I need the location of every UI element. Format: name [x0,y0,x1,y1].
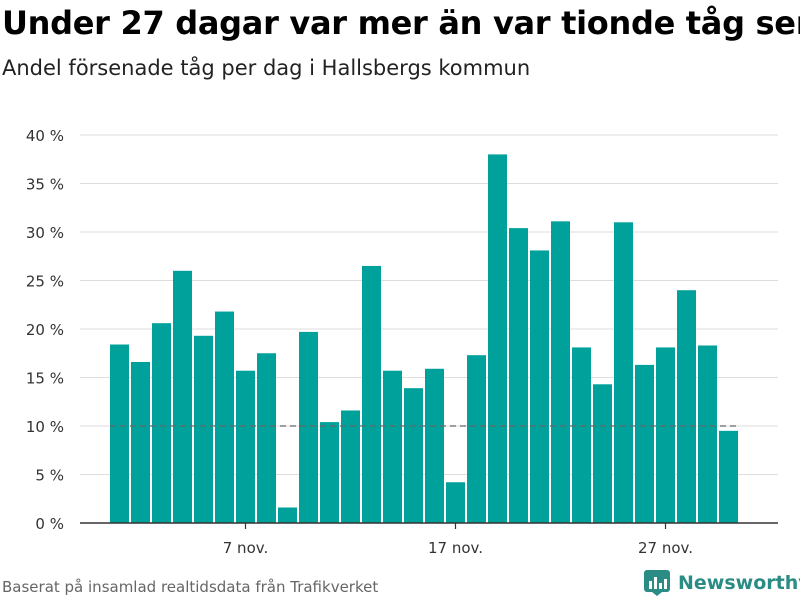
y-tick-label: 30 % [26,224,64,242]
y-tick-label: 15 % [26,370,64,388]
y-tick-label: 40 % [26,127,64,145]
source-note: Baserat på insamlad realtidsdata från Tr… [2,578,379,596]
y-tick-label: 25 % [26,273,64,291]
y-tick-label: 20 % [26,321,64,339]
bar [551,221,570,523]
bar [635,364,654,523]
y-tick-label: 5 % [35,467,64,485]
bar [656,347,675,523]
bar [467,355,486,523]
bar [404,388,423,523]
bar [320,422,339,523]
bar [362,265,381,523]
x-tick-label: 27 nov. [638,539,693,557]
bar [152,323,171,523]
bar [719,430,738,523]
bar [278,507,297,523]
bar-chart-logo-icon [644,570,670,596]
bar [425,368,444,523]
bar [194,335,213,523]
bar [341,410,360,523]
bar [383,370,402,523]
x-tick-label: 7 nov. [223,539,268,557]
chart-title: Under 27 dagar var mer än var tionde tåg… [2,4,800,42]
bar [488,154,507,523]
y-tick-label: 35 % [26,176,64,194]
bar [698,345,717,523]
newsworthy-logo[interactable]: Newsworthy [644,570,800,596]
bar [509,228,528,523]
bar [131,361,150,523]
bar [299,331,318,523]
bar [446,482,465,523]
x-tick-label: 17 nov. [428,539,483,557]
bar [572,347,591,523]
y-tick-label: 10 % [26,418,64,436]
bar [593,384,612,523]
bar [110,344,129,523]
bar [530,250,549,523]
bar [236,370,255,523]
bar [215,311,234,523]
y-tick-label: 0 % [35,515,64,533]
bar [257,353,276,523]
bar [173,270,192,523]
chart-subtitle: Andel försenade tåg per dag i Hallsbergs… [2,56,531,80]
bar [614,222,633,524]
brand-name: Newsworthy [678,572,800,594]
bar [677,290,696,523]
